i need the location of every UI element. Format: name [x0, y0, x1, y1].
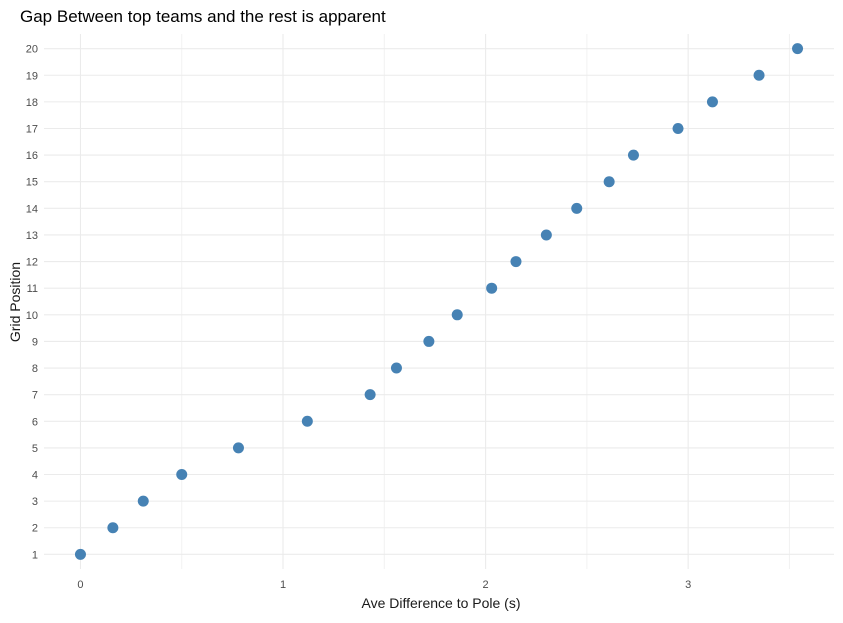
y-tick-label: 8	[32, 363, 38, 375]
x-tick-label: 0	[77, 579, 83, 591]
y-tick-label: 19	[26, 70, 38, 82]
data-points	[74, 43, 804, 560]
y-tick-label: 1	[32, 549, 38, 561]
data-point	[510, 256, 522, 268]
y-tick-label: 15	[26, 177, 38, 189]
data-point	[301, 415, 313, 427]
y-tick-label: 17	[26, 123, 38, 135]
y-tick-label: 3	[32, 496, 38, 508]
data-point	[540, 229, 552, 241]
x-tick-label: 2	[483, 579, 489, 591]
y-tick-label: 20	[26, 44, 38, 56]
y-tick-label: 11	[27, 283, 38, 295]
y-tick-label: 14	[26, 203, 38, 215]
y-tick-label: 9	[32, 336, 38, 348]
y-tick-label: 12	[26, 257, 38, 269]
y-tick-label: 6	[32, 416, 38, 428]
data-point	[571, 202, 583, 214]
grid-lines	[44, 34, 834, 569]
data-point	[627, 149, 639, 161]
data-point	[137, 495, 149, 507]
data-point	[423, 335, 435, 347]
y-tick-label: 13	[26, 230, 38, 242]
x-axis-title: Ave Difference to Pole (s)	[361, 595, 520, 611]
y-tick-label: 10	[26, 310, 38, 322]
data-point	[176, 469, 188, 481]
data-point	[603, 176, 615, 188]
chart-title: Gap Between top teams and the rest is ap…	[20, 7, 386, 26]
x-tick-label: 3	[685, 579, 691, 591]
y-tick-label: 18	[26, 97, 38, 109]
data-point	[364, 389, 376, 401]
data-point	[672, 122, 684, 134]
y-tick-label: 5	[32, 443, 38, 455]
y-tick-label: 2	[32, 523, 38, 535]
data-point	[74, 548, 86, 560]
data-point	[232, 442, 244, 454]
data-point	[107, 522, 119, 534]
y-axis-title: Grid Position	[7, 262, 23, 342]
x-tick-label: 1	[280, 579, 286, 591]
y-tick-label: 7	[32, 390, 38, 402]
data-point	[706, 96, 718, 108]
data-point	[486, 282, 498, 294]
data-point	[451, 309, 463, 321]
data-point	[792, 43, 804, 55]
data-point	[753, 69, 765, 81]
y-tick-label: 4	[32, 470, 38, 482]
data-point	[390, 362, 402, 374]
y-tick-label: 16	[26, 150, 38, 162]
